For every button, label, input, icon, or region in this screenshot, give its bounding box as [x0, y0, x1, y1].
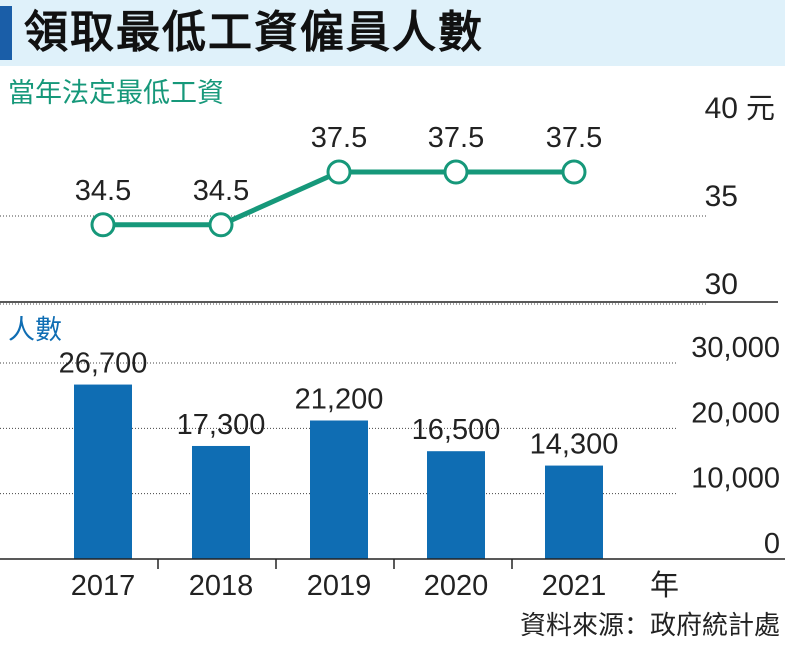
- wage-data-label: 37.5: [428, 122, 484, 154]
- count-data-label: 14,300: [530, 429, 619, 461]
- count-section-title: 人數: [8, 315, 62, 345]
- count-tick-label: 30,000: [691, 332, 780, 364]
- wage-data-label: 37.5: [546, 122, 602, 154]
- count-bar: [545, 465, 603, 559]
- wage-section-title: 當年法定最低工資: [8, 78, 224, 108]
- count-data-label: 21,200: [295, 383, 384, 415]
- count-bar: [310, 420, 368, 559]
- x-tick-label: 2020: [424, 570, 489, 602]
- wage-data-label: 37.5: [311, 122, 367, 154]
- x-tick-label: 2019: [307, 570, 372, 602]
- wage-data-label: 34.5: [193, 175, 249, 207]
- count-data-label: 17,300: [177, 409, 266, 441]
- x-tick-label: 2021: [542, 570, 607, 602]
- wage-unit-label: 元: [746, 93, 775, 125]
- wage-tick-label: 35: [705, 180, 738, 213]
- count-tick-label: 0: [764, 528, 780, 560]
- wage-point: [561, 159, 587, 185]
- x-axis-label: 年: [650, 569, 679, 602]
- wage-point: [90, 212, 116, 238]
- x-tick-label: 2017: [71, 570, 136, 602]
- count-data-label: 26,700: [59, 348, 148, 380]
- title-accent-bar: [0, 6, 12, 60]
- count-tick-label: 10,000: [691, 463, 780, 495]
- wage-tick-label: 40: [705, 92, 738, 125]
- count-bar: [74, 384, 132, 559]
- title-bar: 領取最低工資僱員人數: [0, 0, 785, 66]
- wage-data-label: 34.5: [75, 175, 131, 207]
- count-tick-label: 20,000: [691, 397, 780, 429]
- count-bar: [192, 445, 250, 559]
- wage-point: [208, 212, 234, 238]
- wage-point: [326, 159, 352, 185]
- count-bar: [427, 451, 485, 559]
- wage-point: [443, 159, 469, 185]
- wage-tick-label: 30: [705, 268, 738, 301]
- source-note: 資料來源：政府統計處: [520, 610, 780, 640]
- count-data-label: 16,500: [412, 414, 501, 446]
- x-tick-label: 2018: [189, 570, 254, 602]
- chart-title: 領取最低工資僱員人數: [24, 8, 484, 57]
